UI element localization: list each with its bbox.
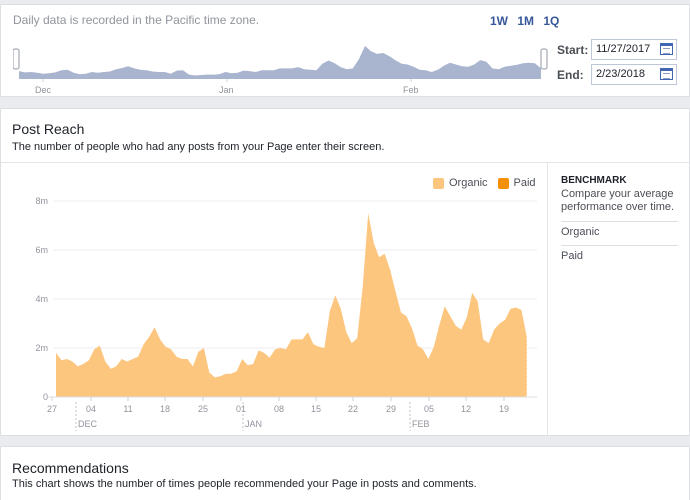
end-date-value: 2/23/2018 — [596, 68, 645, 80]
month-label: JAN — [245, 419, 262, 429]
start-date-input[interactable]: 11/27/2017 — [591, 39, 677, 60]
recommendations-subtitle: This chart shows the number of times peo… — [12, 478, 477, 490]
post-reach-subtitle: The number of people who had any posts f… — [12, 141, 385, 153]
y-tick-label: 4m — [35, 294, 48, 304]
start-date-value: 11/27/2017 — [596, 43, 651, 55]
recommendations-card: Recommendations This chart shows the num… — [0, 446, 690, 500]
post-reach-card: Post Reach The number of people who had … — [0, 108, 690, 436]
legend-item-organic[interactable]: Organic — [433, 177, 488, 189]
end-label: End: — [557, 68, 584, 82]
post-reach-title: Post Reach — [12, 121, 85, 137]
organic-series-area[interactable] — [56, 213, 527, 397]
legend-swatch-paid — [497, 177, 509, 189]
x-tick-label: 04 — [86, 404, 96, 414]
range-1w-button[interactable]: 1W — [490, 14, 508, 28]
legend-item-paid[interactable]: Paid — [497, 177, 536, 189]
legend-label-paid: Paid — [513, 177, 536, 189]
y-tick-label: 6m — [35, 245, 48, 255]
legend-swatch-organic — [433, 177, 444, 189]
x-tick-label: 18 — [160, 404, 170, 414]
divider — [561, 245, 678, 246]
benchmark-item-paid[interactable]: Paid — [561, 250, 584, 262]
divider — [561, 221, 678, 222]
benchmark-title: BENCHMARK — [561, 175, 627, 186]
x-tick-label: 27 — [47, 404, 57, 414]
x-tick-label: 25 — [198, 404, 208, 414]
timezone-note: Daily data is recorded in the Pacific ti… — [13, 13, 260, 27]
mini-month-label-dec: Dec — [35, 85, 52, 95]
range-buttons: 1W 1M 1Q — [490, 14, 565, 28]
month-label: DEC — [78, 419, 98, 429]
x-tick-label: 05 — [424, 404, 434, 414]
mini-month-label-jan: Jan — [219, 85, 234, 95]
benchmark-panel: BENCHMARK Compare your average performan… — [547, 163, 689, 436]
x-tick-label: 11 — [123, 404, 132, 414]
x-tick-label: 29 — [386, 404, 396, 414]
benchmark-description: Compare your average performance over ti… — [561, 188, 675, 213]
x-tick-label: 19 — [499, 404, 509, 414]
start-label: Start: — [557, 43, 589, 57]
y-tick-label: 8m — [35, 196, 48, 206]
recommendations-title: Recommendations — [12, 460, 129, 476]
range-handle-right[interactable] — [540, 48, 548, 70]
range-1q-button[interactable]: 1Q — [543, 14, 560, 28]
end-date-input[interactable]: 2/23/2018 — [591, 64, 677, 85]
x-tick-label: 15 — [311, 404, 321, 414]
range-1m-button[interactable]: 1M — [517, 14, 535, 28]
x-tick-label: 08 — [274, 404, 284, 414]
calendar-icon[interactable] — [660, 43, 673, 55]
post-reach-chart: 0 2m 4m 6m 8m 27 04 11 18 25 01 08 15 22 29 05 12 19 DEC JA… — [35, 196, 537, 431]
x-tick-label: 12 — [461, 404, 471, 414]
calendar-icon[interactable] — [660, 68, 673, 80]
mini-month-label-feb: Feb — [403, 85, 419, 95]
range-handle-left[interactable] — [13, 48, 20, 70]
divider — [1, 162, 689, 163]
date-range-panel: Daily data is recorded in the Pacific ti… — [0, 4, 690, 97]
legend-label-organic: Organic — [449, 177, 488, 189]
chart-legend: Organic Paid — [433, 177, 536, 189]
month-label: FEB — [412, 419, 430, 429]
mini-chart-area — [19, 46, 541, 79]
y-tick-label: 2m — [35, 343, 48, 353]
range-selector-chart[interactable]: Dec Jan Feb — [13, 31, 548, 95]
x-tick-label: 01 — [236, 404, 246, 414]
y-tick-label: 0 — [43, 392, 48, 402]
x-tick-label: 22 — [348, 404, 358, 414]
benchmark-item-organic[interactable]: Organic — [561, 226, 600, 238]
